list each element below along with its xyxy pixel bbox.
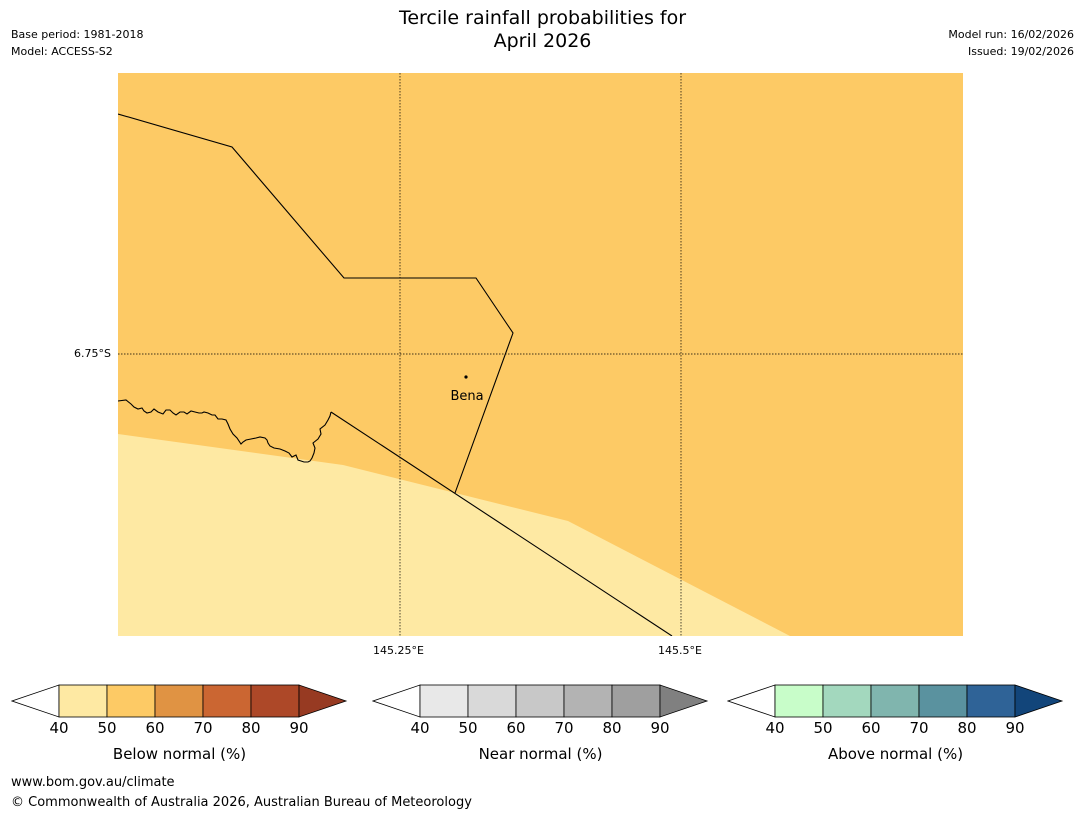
legend-label-above: Above normal (%) [827,745,964,763]
colorbar-tick-label: 80 [957,719,977,737]
colorbar-segment [467,684,517,718]
lon-tick-label-2: 145.5°E [658,644,702,657]
forecast-map: Bena [118,73,963,636]
colorbar-tick-label: 80 [241,719,261,737]
colorbar-tick-label: 40 [765,719,785,737]
colorbar-extend-low [10,684,60,718]
town-label-bena: Bena [450,389,483,404]
title-line-1: Tercile rainfall probabilities for [398,7,687,29]
colorbar-tick-label: 70 [909,719,929,737]
colorbar-tick-label: 50 [458,719,478,737]
colorbar-segment [611,684,661,718]
colorbar-near-normal [371,684,709,718]
colorbar-segment [106,684,156,718]
lat-tick-label: 6.75°S [74,347,111,360]
colorbar-segment [202,684,252,718]
colorbar-segment [250,684,300,718]
colorbar-extend-high [659,684,709,718]
colorbar-segment [966,684,1016,718]
colorbar-segment [515,684,565,718]
page-title: Tercile rainfall probabilities for April… [0,7,1085,53]
lon-tick-label-1: 145.25°E [373,644,424,657]
region-below-normal-40-50 [118,434,790,636]
colorbar-extend-high [1014,684,1064,718]
colorbar-tick-label: 60 [506,719,526,737]
colorbar-below-normal [10,684,348,718]
colorbar-tick-label: 40 [410,719,430,737]
colorbar-extend-low [371,684,421,718]
colorbar-tick-label: 70 [193,719,213,737]
metadata-left: Base period: 1981-2018 Model: ACCESS-S2 [11,26,143,60]
border-line [330,411,673,636]
colorbar-tick-label: 60 [861,719,881,737]
province-boundary-line [118,113,514,494]
legend-above-normal: Above normal (%) 40 50 60 70 80 90 [726,684,1064,764]
model-name: Model: ACCESS-S2 [11,45,113,58]
colorbar-tick-label: 60 [145,719,165,737]
legend-label-below: Below normal (%) [112,745,247,763]
colorbar-segment [58,684,108,718]
colorbar-segment [870,684,920,718]
colorbar-extend-high [298,684,348,718]
colorbar-segment [419,684,469,718]
colorbar-above-normal [726,684,1064,718]
colorbar-extend-low [726,684,776,718]
title-line-2: April 2026 [493,30,592,52]
colorbar-tick-label: 80 [602,719,622,737]
legend-near-normal: Near normal (%) 40 50 60 70 80 90 [371,684,709,764]
colorbar-segment [154,684,204,718]
colorbar-segment [918,684,968,718]
colorbar-segment [774,684,824,718]
issued-date: Issued: 19/02/2026 [967,45,1074,58]
colorbar-tick-label: 90 [650,719,670,737]
colorbar-tick-label: 70 [554,719,574,737]
base-period: Base period: 1981-2018 [11,28,144,41]
colorbar-tick-label: 90 [1005,719,1025,737]
footer-copyright: © Commonwealth of Australia 2026, Austra… [11,795,472,810]
town-marker [464,375,468,379]
colorbar-tick-label: 50 [813,719,833,737]
legend-below-normal: Below normal (%) 40 50 60 70 80 90 [10,684,348,764]
footer-url: www.bom.gov.au/climate [11,775,175,790]
coastline [118,399,332,463]
metadata-right: Model run: 16/02/2026 Issued: 19/02/2026 [948,26,1074,60]
colorbar-segment [563,684,613,718]
model-run: Model run: 16/02/2026 [948,28,1074,41]
colorbar-segment [822,684,872,718]
colorbar-tick-label: 40 [49,719,69,737]
colorbar-tick-label: 50 [97,719,117,737]
legend-label-near: Near normal (%) [478,745,603,763]
colorbar-tick-label: 90 [289,719,309,737]
